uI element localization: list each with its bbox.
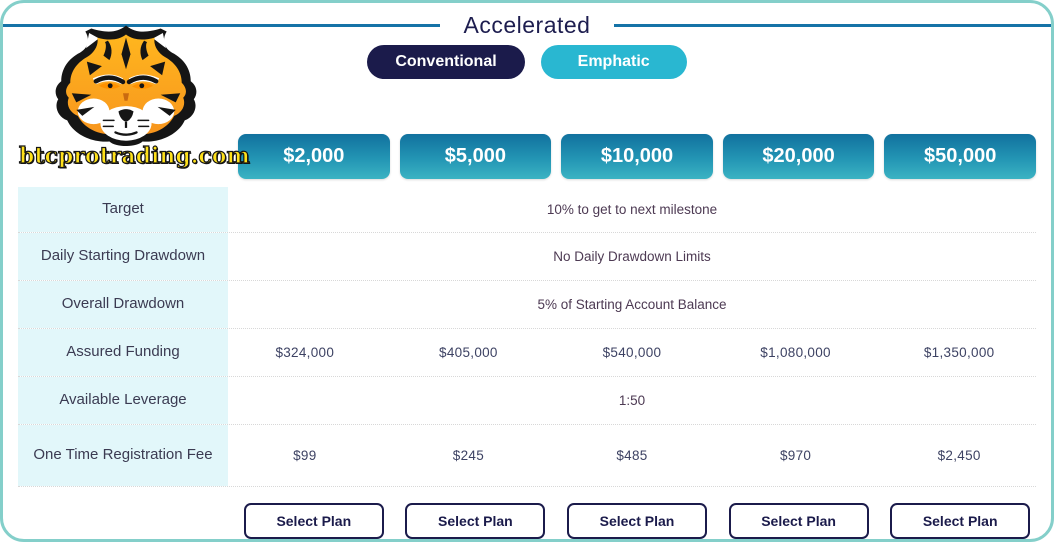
select-plan-button-5000[interactable]: Select Plan bbox=[405, 503, 546, 539]
row-label-assured-funding: Assured Funding bbox=[18, 329, 228, 376]
label-column-spacer bbox=[18, 134, 228, 179]
plan-header-button-10000[interactable]: $10,000 bbox=[561, 134, 713, 179]
plan-header-button-5000[interactable]: $5,000 bbox=[399, 134, 552, 179]
row-value-leverage: 1:50 bbox=[618, 393, 646, 408]
cell-assured-funding-3: $540,000 bbox=[602, 345, 662, 360]
select-plan-button-10000[interactable]: Select Plan bbox=[566, 503, 707, 539]
row-label-overall-drawdown: Overall Drawdown bbox=[18, 281, 228, 328]
row-cells-assured-funding: $324,000 $405,000 $540,000 $1,080,000 $1… bbox=[228, 329, 1036, 376]
row-cells-registration-fee: $99 $245 $485 $970 $2,450 bbox=[228, 425, 1036, 486]
label-column-spacer bbox=[18, 503, 228, 539]
cell-assured-funding-1: $324,000 bbox=[275, 345, 335, 360]
title-line-left bbox=[3, 24, 440, 27]
table-row-assured-funding: Assured Funding $324,000 $405,000 $540,0… bbox=[18, 329, 1036, 377]
tiger-face-icon bbox=[55, 25, 197, 146]
row-label-target: Target bbox=[18, 187, 228, 232]
title-line-right bbox=[614, 24, 1051, 27]
table-row-leverage: Available Leverage 1:50 bbox=[18, 377, 1036, 425]
cell-registration-fee-5: $2,450 bbox=[937, 448, 981, 463]
select-plan-button-50000[interactable]: Select Plan bbox=[890, 503, 1031, 539]
cell-registration-fee-1: $99 bbox=[293, 448, 317, 463]
row-value-overall-drawdown: 5% of Starting Account Balance bbox=[537, 297, 727, 312]
select-plan-button-20000[interactable]: Select Plan bbox=[728, 503, 869, 539]
cell-registration-fee-4: $970 bbox=[779, 448, 812, 463]
cell-assured-funding-5: $1,350,000 bbox=[923, 345, 995, 360]
page-title: Accelerated bbox=[463, 12, 591, 38]
select-plan-row: Select Plan Select Plan Select Plan Sele… bbox=[3, 503, 1051, 539]
plan-header-button-2000[interactable]: $2,000 bbox=[238, 134, 390, 179]
row-value-target: 10% to get to next milestone bbox=[546, 202, 718, 217]
row-label-registration-fee: One Time Registration Fee bbox=[18, 425, 228, 486]
row-value-daily-drawdown: No Daily Drawdown Limits bbox=[553, 249, 711, 264]
plan-header-button-20000[interactable]: $20,000 bbox=[722, 134, 875, 179]
table-row-overall-drawdown: Overall Drawdown 5% of Starting Account … bbox=[18, 281, 1036, 329]
plan-header-button-50000[interactable]: $50,000 bbox=[884, 134, 1036, 179]
table-row-daily-drawdown: Daily Starting Drawdown No Daily Drawdow… bbox=[18, 233, 1036, 281]
title-row: Accelerated bbox=[3, 12, 1051, 39]
cell-assured-funding-4: $1,080,000 bbox=[760, 345, 831, 360]
table-row-registration-fee: One Time Registration Fee $99 $245 $485 … bbox=[18, 425, 1036, 487]
plan-comparison-table: Target 10% to get to next milestone Dail… bbox=[3, 187, 1051, 487]
plan-header-row: $2,000 $5,000 $10,000 $20,000 $50,000 bbox=[3, 134, 1051, 179]
cell-assured-funding-2: $405,000 bbox=[439, 345, 498, 360]
tab-emphatic[interactable]: Emphatic bbox=[540, 45, 687, 79]
select-plan-button-2000[interactable]: Select Plan bbox=[243, 503, 384, 539]
cell-registration-fee-2: $245 bbox=[452, 448, 484, 463]
plan-type-tabs: Conventional Emphatic bbox=[3, 45, 1051, 79]
cell-registration-fee-3: $485 bbox=[616, 448, 648, 463]
row-label-daily-drawdown: Daily Starting Drawdown bbox=[18, 233, 228, 280]
row-label-leverage: Available Leverage bbox=[18, 377, 228, 424]
tab-conventional[interactable]: Conventional bbox=[367, 45, 525, 79]
table-row-target: Target 10% to get to next milestone bbox=[18, 187, 1036, 233]
